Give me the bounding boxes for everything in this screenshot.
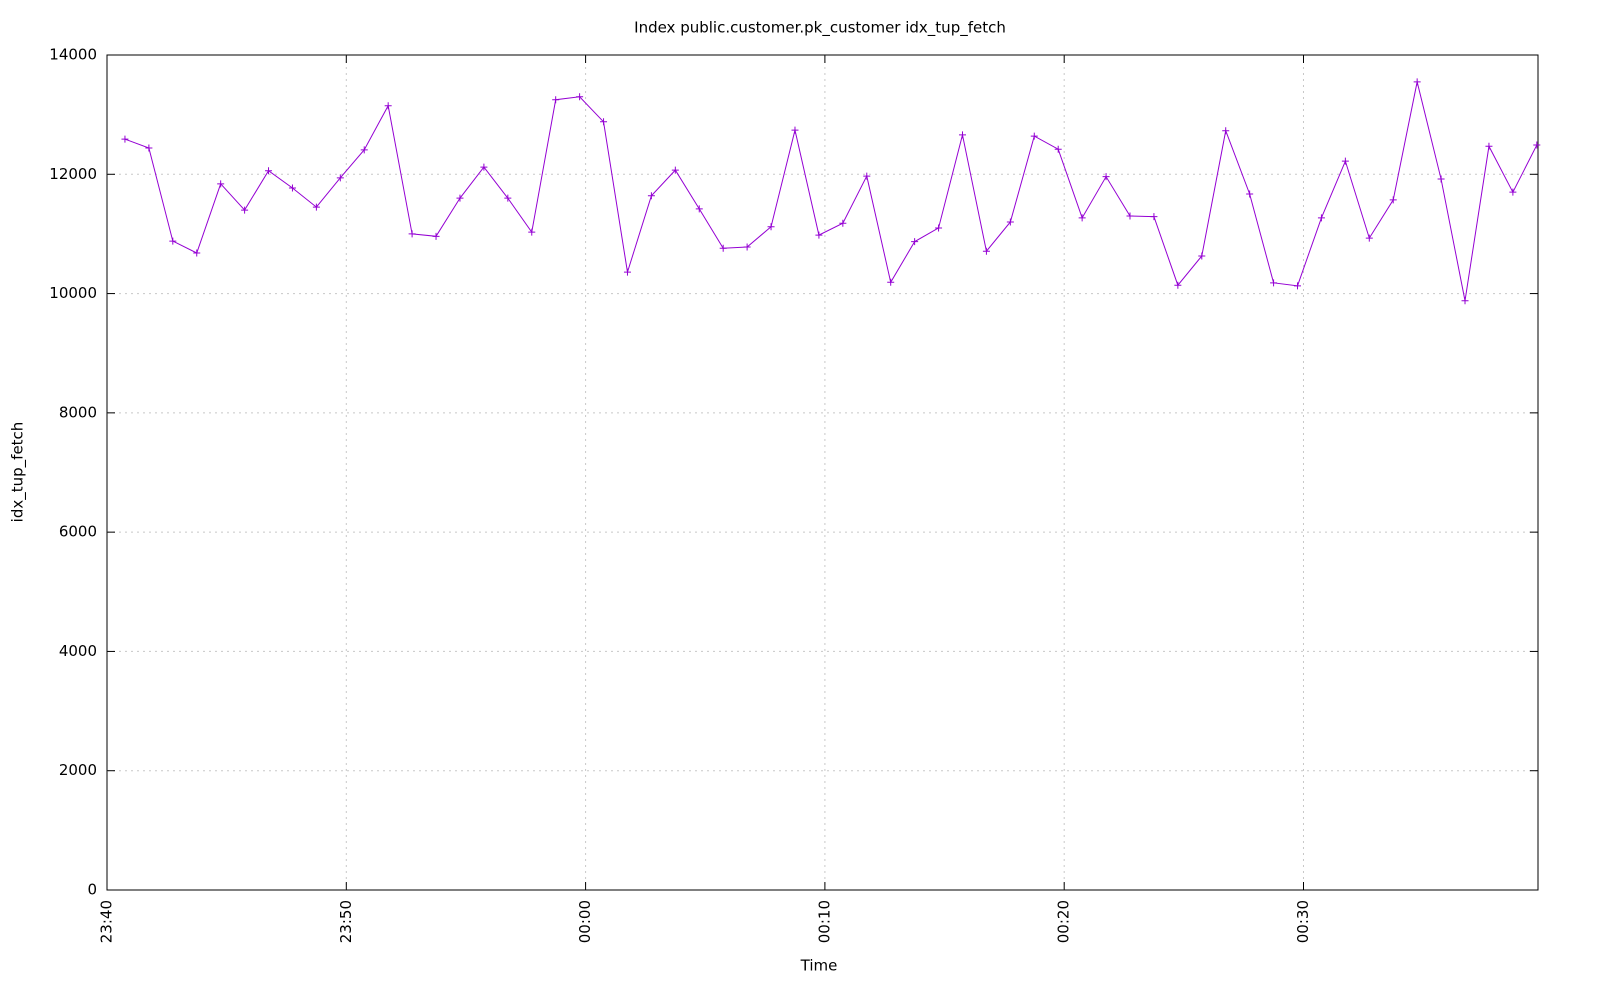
- data-point: [1174, 281, 1182, 289]
- data-point: [288, 184, 296, 192]
- data-point: [336, 174, 344, 182]
- y-axis-label: idx_tup_fetch: [9, 422, 28, 523]
- data-point: [1437, 175, 1445, 183]
- data-point: [480, 163, 488, 171]
- data-point: [1485, 142, 1493, 150]
- data-point: [911, 238, 919, 246]
- data-point: [1126, 212, 1134, 220]
- data-point: [623, 268, 631, 276]
- data-point: [456, 194, 464, 202]
- data-point: [1294, 282, 1302, 290]
- data-point: [958, 131, 966, 139]
- data-point: [360, 146, 368, 154]
- data-point: [1533, 141, 1541, 149]
- data-point: [265, 167, 273, 175]
- data-point: [982, 247, 990, 255]
- data-point: [1365, 234, 1373, 242]
- data-point: [863, 172, 871, 180]
- chart-title: Index public.customer.pk_customer idx_tu…: [634, 19, 1006, 38]
- data-point: [312, 203, 320, 211]
- data-point: [241, 206, 249, 214]
- x-axis-label: Time: [800, 957, 838, 975]
- data-point: [695, 205, 703, 213]
- data-point: [1389, 196, 1397, 204]
- data-point: [169, 237, 177, 245]
- y-tick-label: 2000: [59, 761, 97, 779]
- x-tick-label: 23:50: [337, 900, 355, 943]
- data-point: [552, 96, 560, 104]
- x-tick-label: 00:20: [1055, 900, 1073, 943]
- y-tick-label: 14000: [49, 46, 97, 64]
- data-point: [1509, 188, 1517, 196]
- x-tick-label: 00:30: [1294, 900, 1312, 943]
- data-point: [887, 278, 895, 286]
- y-tick-label: 6000: [59, 523, 97, 541]
- data-point: [1246, 190, 1254, 198]
- data-point: [671, 166, 679, 174]
- data-point: [815, 231, 823, 239]
- data-point: [217, 180, 225, 188]
- data-point: [791, 126, 799, 134]
- data-line: [124, 81, 1538, 301]
- x-tick-label: 00:00: [576, 900, 594, 943]
- data-point: [1270, 279, 1278, 287]
- data-point: [1102, 173, 1110, 181]
- x-tick-label: 00:10: [815, 900, 833, 943]
- data-point: [1006, 218, 1014, 226]
- data-point: [1150, 213, 1158, 221]
- y-tick-label: 8000: [59, 403, 97, 421]
- data-point: [767, 223, 775, 231]
- data-point: [1078, 214, 1086, 222]
- data-point: [193, 249, 201, 257]
- data-point: [528, 228, 536, 236]
- y-tick-label: 12000: [49, 165, 97, 183]
- data-point: [408, 230, 416, 238]
- data-point: [719, 244, 727, 252]
- y-tick-label: 4000: [59, 642, 97, 660]
- data-point: [1030, 132, 1038, 140]
- data-point: [1317, 214, 1325, 222]
- data-point: [839, 219, 847, 227]
- y-tick-label: 0: [87, 881, 97, 899]
- y-tick-label: 10000: [49, 284, 97, 302]
- plot-border: [106, 54, 1539, 891]
- data-point: [576, 93, 584, 101]
- data-point: [384, 102, 392, 110]
- data-point: [1222, 127, 1230, 135]
- data-point: [647, 192, 655, 200]
- data-point: [935, 224, 943, 232]
- data-point: [504, 194, 512, 202]
- data-point: [1413, 78, 1421, 86]
- x-tick-label: 23:40: [98, 900, 116, 943]
- data-point: [1461, 297, 1469, 305]
- data-point: [600, 118, 608, 126]
- data-point: [432, 232, 440, 240]
- data-point: [1198, 252, 1206, 260]
- data-point: [743, 243, 751, 251]
- data-point: [145, 144, 153, 152]
- data-point: [1054, 145, 1062, 153]
- data-point: [1341, 157, 1349, 165]
- data-point: [121, 135, 129, 143]
